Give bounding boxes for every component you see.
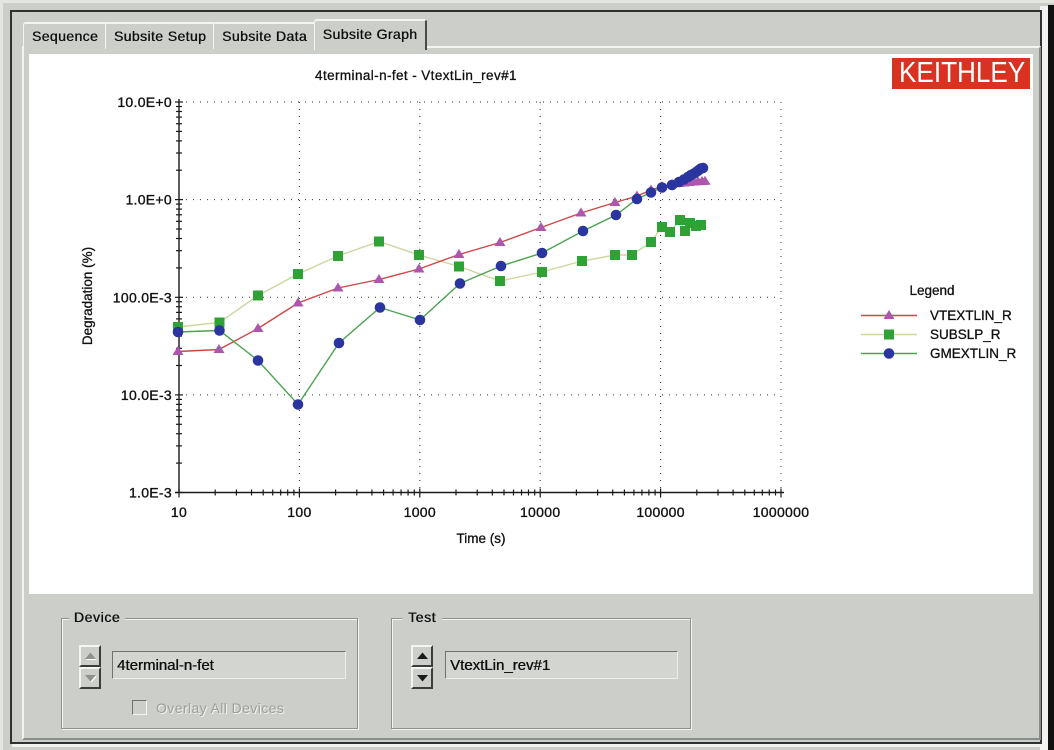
svg-text:1.0E+0: 1.0E+0 — [125, 192, 172, 208]
svg-text:1.0E-3: 1.0E-3 — [129, 485, 172, 501]
svg-text:100: 100 — [287, 504, 311, 520]
svg-text:10.0E+0: 10.0E+0 — [117, 94, 172, 110]
svg-text:4terminal-n-fet - VtextLin_rev: 4terminal-n-fet - VtextLin_rev#1 — [315, 68, 517, 83]
svg-text:1000: 1000 — [404, 504, 436, 520]
svg-text:Degradation (%): Degradation (%) — [80, 247, 95, 345]
svg-text:10000: 10000 — [520, 504, 560, 520]
svg-text:1000000: 1000000 — [753, 504, 810, 520]
svg-text:SUBSLP_R: SUBSLP_R — [930, 327, 1001, 342]
svg-text:10: 10 — [171, 504, 187, 520]
svg-text:VTEXTLIN_R: VTEXTLIN_R — [930, 308, 1012, 323]
svg-text:100000: 100000 — [636, 504, 685, 520]
svg-text:GMEXTLIN_R: GMEXTLIN_R — [930, 346, 1017, 361]
svg-text:10.0E-3: 10.0E-3 — [121, 387, 172, 403]
svg-text:Legend: Legend — [909, 283, 954, 298]
svg-text:Time (s): Time (s) — [457, 531, 506, 546]
svg-text:100.0E-3: 100.0E-3 — [113, 289, 172, 305]
